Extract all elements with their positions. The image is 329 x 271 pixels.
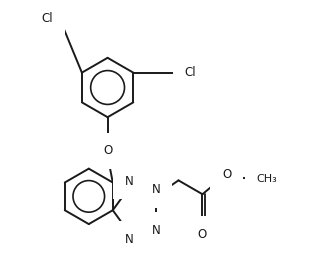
Text: Cl: Cl [41, 12, 53, 25]
Text: N: N [151, 224, 160, 237]
Text: N: N [125, 233, 134, 246]
Text: O: O [222, 168, 231, 181]
Text: CH₃: CH₃ [256, 174, 277, 184]
Text: O: O [198, 228, 207, 241]
Text: N: N [125, 175, 134, 188]
Text: Cl: Cl [185, 66, 196, 79]
Text: O: O [103, 144, 112, 157]
Text: N: N [151, 183, 160, 196]
